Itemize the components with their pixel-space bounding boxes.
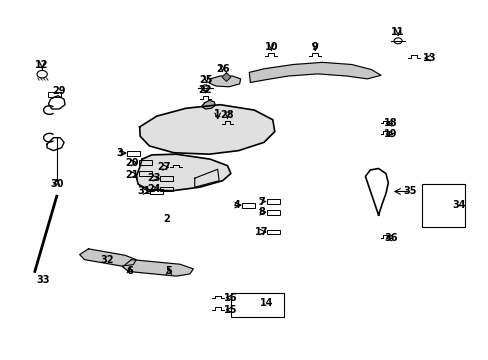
Bar <box>266 199 279 204</box>
Polygon shape <box>122 260 193 276</box>
Polygon shape <box>140 105 274 154</box>
Bar <box>422 184 465 226</box>
Text: 14: 14 <box>259 298 273 308</box>
Text: 32: 32 <box>100 255 114 265</box>
Bar <box>48 92 61 97</box>
Text: 18: 18 <box>383 118 397 128</box>
Bar <box>266 230 279 234</box>
Text: 7: 7 <box>258 197 265 207</box>
Text: 22: 22 <box>198 85 212 95</box>
Text: 30: 30 <box>50 179 63 189</box>
Text: 28: 28 <box>220 111 234 121</box>
Bar <box>160 186 173 192</box>
Polygon shape <box>136 154 230 191</box>
Text: 33: 33 <box>37 275 50 285</box>
Text: 1: 1 <box>214 109 221 119</box>
Text: 17: 17 <box>255 227 268 237</box>
Text: 6: 6 <box>126 266 133 276</box>
Text: 23: 23 <box>147 173 161 183</box>
Polygon shape <box>209 76 240 87</box>
Text: 21: 21 <box>125 170 139 180</box>
Text: 24: 24 <box>147 184 161 194</box>
Text: 36: 36 <box>383 233 397 243</box>
Text: 15: 15 <box>224 305 237 315</box>
Bar <box>160 176 173 181</box>
Bar <box>242 203 255 207</box>
Bar <box>139 160 152 165</box>
Text: 19: 19 <box>383 129 397 139</box>
Bar <box>127 151 140 156</box>
Text: 2: 2 <box>163 215 169 224</box>
Text: 16: 16 <box>224 293 237 303</box>
Text: 11: 11 <box>390 27 404 37</box>
Text: 35: 35 <box>403 186 416 197</box>
Text: 8: 8 <box>258 207 265 217</box>
Text: 27: 27 <box>157 162 170 172</box>
Text: 29: 29 <box>52 86 66 96</box>
Text: 13: 13 <box>422 53 436 63</box>
Text: 34: 34 <box>451 200 465 210</box>
Text: 31: 31 <box>138 186 151 197</box>
Bar <box>230 293 284 317</box>
Text: 26: 26 <box>215 64 229 74</box>
Text: 9: 9 <box>311 42 318 52</box>
Polygon shape <box>80 249 136 266</box>
Text: 10: 10 <box>264 42 278 52</box>
Polygon shape <box>201 100 215 109</box>
Polygon shape <box>249 62 380 82</box>
Text: 25: 25 <box>199 75 213 85</box>
Text: 12: 12 <box>35 60 49 70</box>
Text: 4: 4 <box>233 200 240 210</box>
Bar <box>150 189 163 194</box>
Polygon shape <box>222 73 230 81</box>
Text: 20: 20 <box>125 158 139 168</box>
Bar <box>139 171 152 176</box>
Text: 5: 5 <box>165 266 172 276</box>
Bar <box>266 210 279 215</box>
Text: 3: 3 <box>117 148 123 158</box>
